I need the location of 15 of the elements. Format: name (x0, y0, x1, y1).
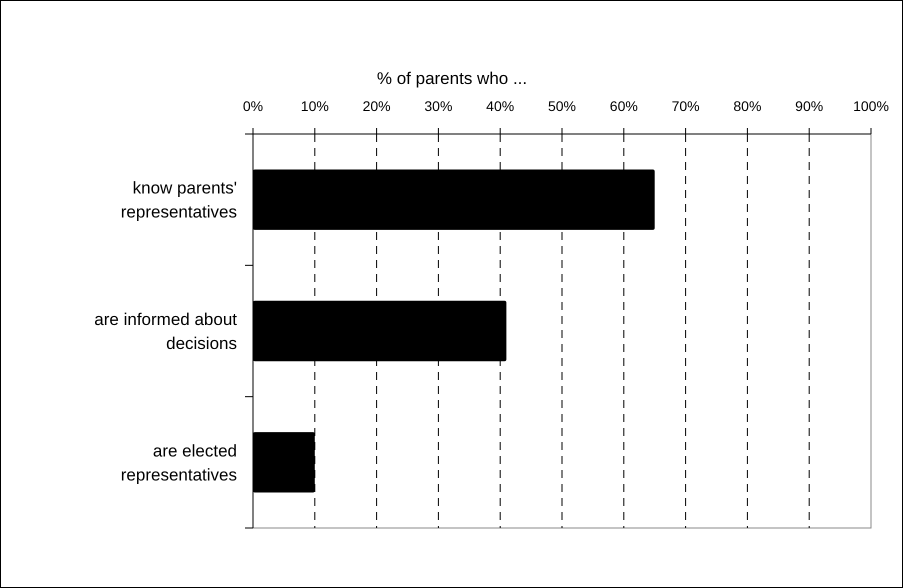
x-tick-label: 80% (733, 98, 762, 114)
chart-title: % of parents who ... (376, 69, 528, 88)
x-tick-label: 50% (548, 98, 576, 114)
x-tick-label: 10% (300, 98, 329, 114)
x-tick-label: 30% (424, 98, 452, 114)
y-tick-label: are elected representatives (120, 441, 237, 484)
y-tick-label: know parents' representatives (120, 178, 237, 222)
x-tick-label: 100% (853, 98, 889, 114)
x-tick-label: 70% (672, 98, 700, 114)
x-tick-label: 20% (362, 98, 391, 114)
x-tick-label: 90% (795, 98, 824, 114)
x-tick-label: 40% (486, 98, 514, 114)
x-tick-label: 0% (242, 98, 264, 114)
y-tick-label: are informed about decisions (94, 310, 238, 353)
x-tick-label: 60% (610, 98, 638, 114)
